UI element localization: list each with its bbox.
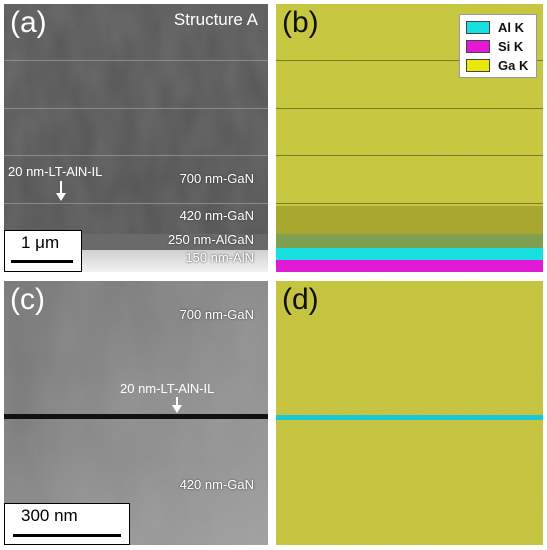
down-arrow-icon <box>172 405 182 413</box>
si-map-band <box>276 260 543 272</box>
layer-label-aln: 150 nm-AlN <box>185 250 254 265</box>
layer-label-algan: 250 nm-AlGaN <box>168 232 254 247</box>
scale-label: 300 nm <box>21 506 78 525</box>
panel-label: (b) <box>282 6 319 39</box>
scale-line <box>13 534 121 537</box>
down-arrow-icon <box>56 193 66 201</box>
grain-texture <box>4 4 268 236</box>
arrow-stem <box>60 181 62 193</box>
ga-darker-band <box>276 206 543 234</box>
scale-bar: 1 μm <box>4 230 82 272</box>
interlayer-line <box>4 60 268 61</box>
legend-label: Al K <box>498 19 524 35</box>
interlayer-label: 20 nm-LT-AlN-IL <box>8 164 103 179</box>
layer-label-700: 700 nm-GaN <box>179 171 254 186</box>
interlayer-label: 20 nm-LT-AlN-IL <box>120 381 215 396</box>
ga-swatch <box>466 58 490 72</box>
element-legend: Al K Si K Ga K <box>459 14 537 78</box>
map-line <box>276 203 543 204</box>
al-interlayer-line <box>276 415 543 420</box>
panel-label: (d) <box>282 283 319 316</box>
scale-line <box>11 260 73 263</box>
arrow-stem <box>176 397 178 405</box>
map-line <box>276 60 543 61</box>
sem-panel-a: (a) Structure A 20 nm-LT-AlN-IL 700 nm-G… <box>4 4 268 272</box>
legend-item-ga: Ga K <box>466 57 528 73</box>
al-map-band <box>276 248 543 260</box>
al-swatch <box>466 20 490 34</box>
legend-label: Si K <box>498 38 524 54</box>
structure-title: Structure A <box>173 10 258 29</box>
algan-map-band <box>276 234 543 248</box>
map-line <box>276 155 543 156</box>
interlayer-line <box>4 108 268 109</box>
legend-item-si: Si K <box>466 38 523 54</box>
eds-noise <box>276 281 543 545</box>
eds-map-panel-b: (b) Al K Si K Ga K <box>276 4 543 272</box>
layer-label-700: 700 nm-GaN <box>179 307 254 322</box>
interlayer-line <box>4 414 268 419</box>
layer-label-420: 420 nm-GaN <box>179 477 254 492</box>
legend-label: Ga K <box>498 57 529 73</box>
panel-label: (c) <box>10 283 45 316</box>
map-line <box>276 108 543 109</box>
legend-item-al: Al K <box>466 19 524 35</box>
panel-label: (a) <box>10 6 47 39</box>
scale-label: 1 μm <box>21 233 60 252</box>
interlayer-line <box>4 155 268 156</box>
eds-map-panel-d: (d) <box>276 281 543 545</box>
scale-bar: 300 nm <box>4 503 130 545</box>
grain-texture <box>4 281 268 545</box>
layer-label-420: 420 nm-GaN <box>179 208 254 223</box>
si-swatch <box>466 39 490 53</box>
interlayer-line <box>4 203 268 204</box>
sem-panel-c: (c) 700 nm-GaN 20 nm-LT-AlN-IL 420 nm-Ga… <box>4 281 268 545</box>
